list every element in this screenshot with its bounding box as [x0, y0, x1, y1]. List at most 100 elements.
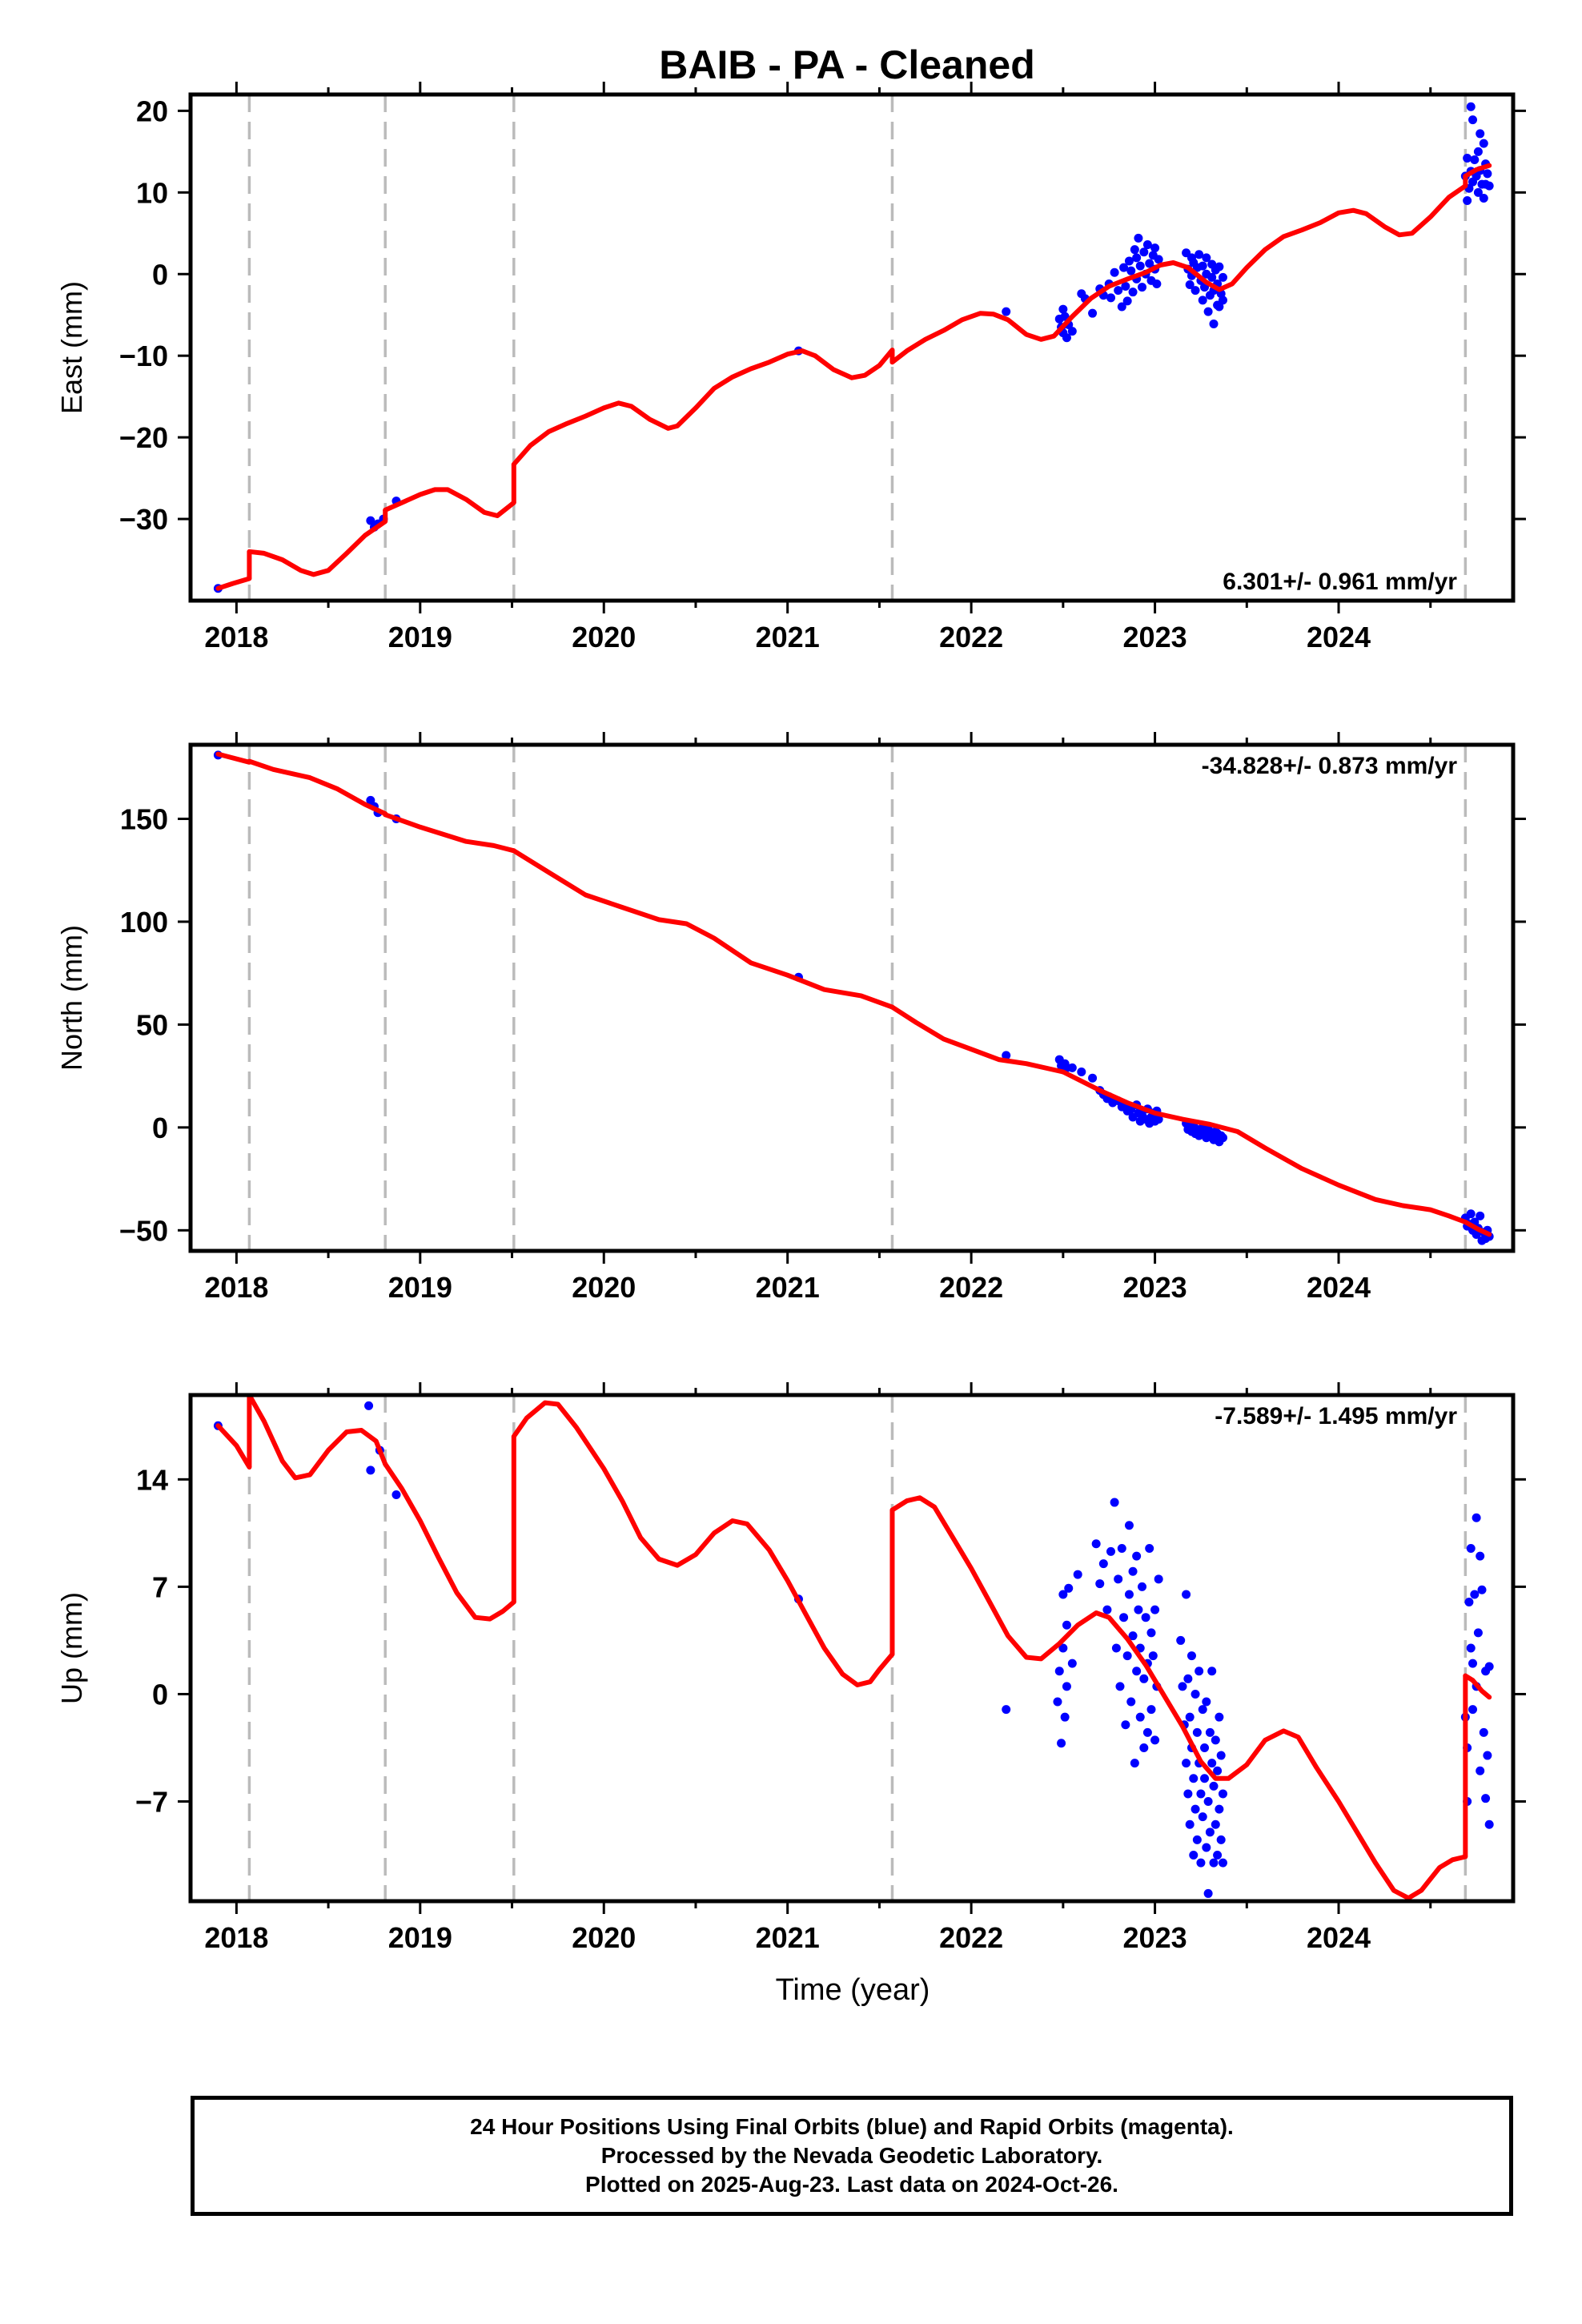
- footer-line-plotted: Plotted on 2025-Aug-23. Last data on 202…: [585, 2172, 1118, 2197]
- up-data-point: [1473, 1628, 1483, 1638]
- east-data-point: [1466, 102, 1476, 111]
- east-data-point: [1110, 267, 1119, 277]
- up-x-tick-label: 2022: [939, 1921, 1003, 1954]
- up-data-point: [1483, 1751, 1492, 1760]
- east-data-point: [1473, 187, 1483, 197]
- up-data-point: [1098, 1559, 1108, 1569]
- east-data-point: [1191, 286, 1200, 296]
- up-data-point: [1213, 1851, 1223, 1860]
- up-data-point: [1176, 1635, 1186, 1645]
- up-y-tick-label: 14: [136, 1463, 168, 1496]
- up-x-tick-label: 2021: [756, 1921, 820, 1954]
- figure-title: BAIB - PA - Cleaned: [659, 42, 1034, 87]
- up-data-point: [1213, 1766, 1223, 1775]
- east-data-point: [1202, 253, 1211, 263]
- up-data-point: [1145, 1544, 1154, 1554]
- up-x-tick-label: 2020: [572, 1921, 636, 1954]
- north-x-tick-label: 2022: [939, 1271, 1003, 1304]
- east-data-point: [1121, 282, 1130, 292]
- up-data-point: [1200, 1743, 1210, 1752]
- panel-east: 2018 2019 2020 2021 2022 2023 2024 −30 −20 −10 0 10…: [55, 82, 1526, 653]
- north-plot-area: [213, 745, 1494, 1251]
- east-data-point: [1483, 169, 1492, 179]
- east-data-point: [1106, 293, 1116, 303]
- up-data-point: [1178, 1682, 1187, 1691]
- east-y-tick-label: −30: [119, 503, 168, 536]
- up-data-point: [1128, 1631, 1138, 1641]
- east-model-segment-5: [1463, 163, 1492, 179]
- north-x-tick-label: 2021: [756, 1271, 820, 1304]
- up-data-point: [1091, 1539, 1101, 1549]
- up-data-point: [1067, 1659, 1077, 1668]
- up-data-point: [1064, 1583, 1074, 1593]
- up-data-point: [1062, 1620, 1071, 1630]
- east-data-point: [1067, 327, 1077, 336]
- up-data-point: [1203, 1797, 1213, 1807]
- north-model-segment-0: [215, 751, 252, 765]
- up-data-point: [1185, 1819, 1195, 1829]
- east-y-tick-label: 0: [152, 258, 168, 291]
- north-data-point: [1067, 1063, 1077, 1072]
- up-data-point: [1189, 1851, 1199, 1860]
- up-data-point: [1472, 1513, 1481, 1522]
- up-data-point: [1479, 1727, 1488, 1737]
- north-y-axis-label: North (mm): [55, 925, 88, 1071]
- east-data-point: [1088, 308, 1098, 318]
- up-data-point: [1128, 1566, 1138, 1576]
- up-data-point: [1215, 1712, 1224, 1722]
- north-x-tick-label: 2019: [388, 1271, 452, 1304]
- north-y-tick-label: 0: [152, 1112, 168, 1144]
- up-data-point: [1138, 1582, 1147, 1591]
- east-data-point: [1134, 233, 1143, 243]
- east-data-point: [1132, 253, 1142, 263]
- up-data-point: [1189, 1774, 1199, 1783]
- up-data-point: [1182, 1590, 1191, 1599]
- east-data-point: [1198, 296, 1207, 305]
- east-data-point: [1198, 261, 1207, 271]
- east-data-point: [1058, 304, 1068, 314]
- east-data-point: [1468, 115, 1478, 125]
- up-model-segment-2: [383, 1462, 516, 1622]
- east-model-segment-0: [215, 576, 252, 591]
- east-plot-area: [213, 94, 1494, 601]
- up-data-point: [1139, 1674, 1149, 1683]
- up-plot-area: [213, 1395, 1494, 1901]
- up-model-segment-3: [511, 1400, 895, 1687]
- up-model-segment-1: [247, 1395, 388, 1481]
- up-data-point: [1115, 1682, 1125, 1691]
- up-data-point: [1209, 1781, 1219, 1791]
- up-data-point: [1191, 1689, 1200, 1699]
- up-data-point: [1216, 1835, 1226, 1844]
- up-data-point: [1060, 1712, 1070, 1722]
- up-data-point: [1196, 1858, 1206, 1868]
- north-rate-label: -34.828+/- 0.873 mm/yr: [1202, 753, 1458, 779]
- east-x-tick-label: 2023: [1123, 621, 1187, 653]
- east-data-point: [1195, 250, 1204, 259]
- east-data-point: [1114, 286, 1123, 296]
- up-data-point: [1192, 1835, 1202, 1844]
- up-model-segment-0: [215, 1423, 252, 1470]
- up-data-point: [1106, 1546, 1116, 1556]
- up-data-point: [1466, 1544, 1476, 1554]
- east-frame: [188, 92, 1516, 603]
- east-data-point: [1062, 333, 1071, 343]
- footer-line-processed: Processed by the Nevada Geodetic Laborat…: [600, 2143, 1103, 2168]
- east-data-point: [366, 516, 375, 525]
- up-data-point: [1146, 1705, 1156, 1715]
- footer-line-orbits: 24 Hour Positions Using Final Orbits (bl…: [470, 2114, 1234, 2139]
- north-y-tick-label: −50: [119, 1214, 168, 1247]
- up-data-point: [1476, 1766, 1485, 1775]
- north-x-tick-label: 2020: [572, 1271, 636, 1304]
- north-data-point: [1476, 1211, 1485, 1220]
- up-data-point: [1183, 1789, 1193, 1799]
- east-data-point: [1203, 307, 1213, 316]
- up-data-point: [1215, 1804, 1224, 1814]
- north-y-tick-label: 150: [120, 802, 168, 835]
- east-data-point: [1215, 262, 1224, 271]
- up-data-point: [1053, 1697, 1062, 1707]
- up-data-point: [1117, 1544, 1126, 1554]
- east-data-point: [1207, 272, 1217, 282]
- up-data-point: [1477, 1585, 1487, 1594]
- up-data-point: [1186, 1651, 1196, 1661]
- east-data-point: [1154, 255, 1163, 264]
